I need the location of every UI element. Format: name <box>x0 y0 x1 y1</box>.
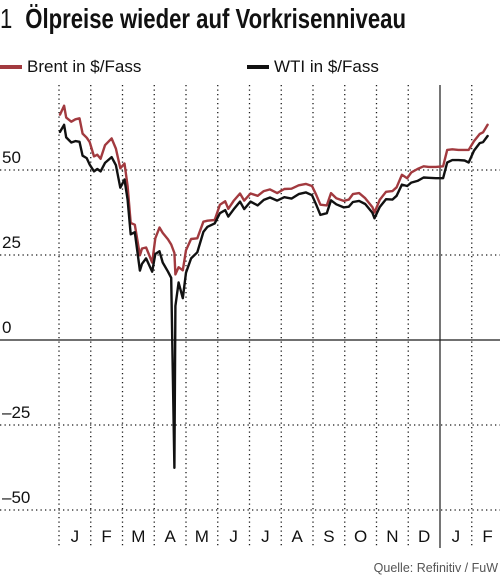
brent-legend-swatch <box>0 65 22 69</box>
x-tick-label: M <box>195 527 209 546</box>
wti-legend-label: WTI in $/Fass <box>274 57 379 76</box>
x-tick-label: A <box>291 527 303 546</box>
brent-price-line <box>58 104 489 276</box>
x-tick-label: N <box>386 527 398 546</box>
x-tick-label: D <box>418 527 430 546</box>
y-tick-label: –25 <box>2 403 30 422</box>
series-lines <box>58 104 489 469</box>
brent-legend-label: Brent in $/Fass <box>27 57 142 76</box>
x-tick-label: O <box>354 527 367 546</box>
source-note: Quelle: Refinitiv / FuW <box>373 561 498 575</box>
x-tick-label: J <box>229 527 238 546</box>
y-tick-label: 25 <box>2 233 21 252</box>
x-tick-label: F <box>482 527 492 546</box>
x-tick-label: F <box>101 527 111 546</box>
legend-item-wti: WTI in $/Fass <box>247 56 379 78</box>
y-tick-label: 50 <box>2 148 21 167</box>
legend-item-brent: Brent in $/Fass <box>0 56 141 78</box>
x-tick-label: A <box>164 527 176 546</box>
gridlines <box>0 85 500 548</box>
x-tick-label: S <box>323 527 334 546</box>
x-tick-label: J <box>261 527 270 546</box>
wti-price-line <box>58 123 489 469</box>
x-tick-label: J <box>71 527 80 546</box>
x-tick-label: M <box>131 527 145 546</box>
chart-title: Ölpreise wieder auf Vorkrisenniveau <box>25 3 406 34</box>
x-tick-label: J <box>452 527 461 546</box>
wti-legend-swatch <box>247 65 269 69</box>
chart-title-row: 1 Ölpreise wieder auf Vorkrisenniveau <box>0 2 406 36</box>
figure-number: 1 <box>0 3 13 34</box>
y-tick-label: –50 <box>2 488 30 507</box>
y-tick-label: 0 <box>2 318 11 337</box>
